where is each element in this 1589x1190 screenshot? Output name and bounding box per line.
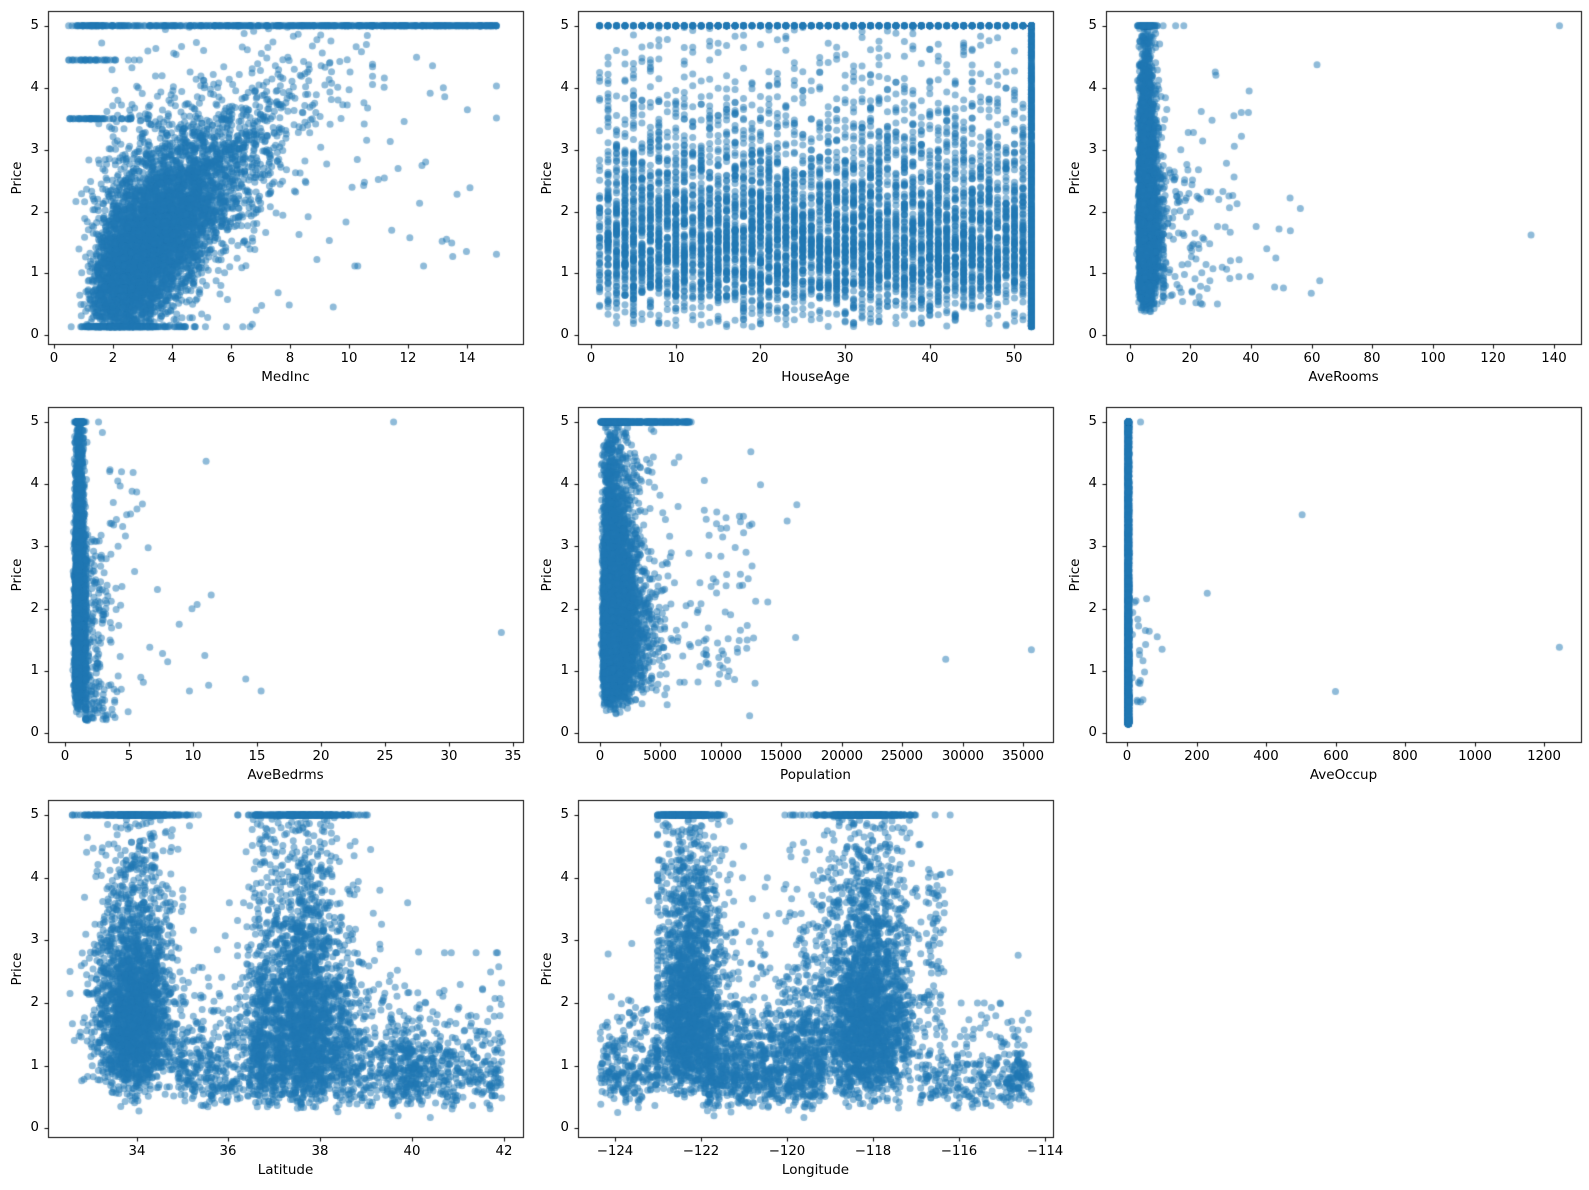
scatter-grid-canvas [0,0,1589,1190]
figure: MedInc HouseAge AveRooms AveBedrms Popul… [0,0,1589,1190]
